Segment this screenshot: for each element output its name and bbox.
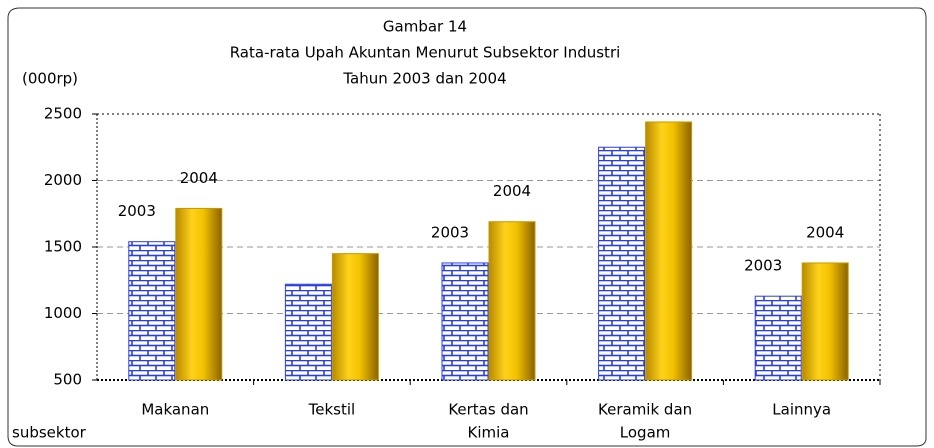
y-tick-label: 1000	[44, 304, 82, 322]
x-tick-label: Keramik dan	[598, 401, 692, 419]
x-tick-label: Kertas dan	[448, 401, 528, 419]
chart-title: Gambar 14	[383, 18, 467, 36]
x-axis-label: subsektor	[12, 424, 87, 442]
series-label: 2004	[806, 223, 844, 241]
x-tick-label: Tekstil	[308, 401, 356, 419]
bar	[754, 295, 802, 381]
series-label: 2004	[493, 182, 531, 200]
bar	[801, 262, 849, 381]
series-label: 2003	[431, 223, 469, 241]
bar	[284, 283, 332, 381]
bar	[175, 207, 223, 381]
bar	[645, 121, 693, 381]
bar	[128, 241, 176, 381]
bar	[488, 221, 536, 381]
series-label: 2003	[118, 202, 156, 220]
y-axis-label: (000rp)	[22, 70, 78, 88]
series-label: 2003	[744, 257, 782, 275]
x-tick-label: Lainnya	[772, 401, 831, 419]
chart-title: Rata-rata Upah Akuntan Menurut Subsektor…	[230, 44, 621, 62]
x-tick-label: Makanan	[141, 401, 209, 419]
bar	[598, 146, 646, 381]
y-tick-label: 1500	[44, 238, 82, 256]
frame	[7, 7, 927, 447]
x-tick-label: Logam	[620, 424, 671, 442]
y-tick-label: 500	[53, 371, 82, 389]
y-tick-label: 2500	[44, 105, 82, 123]
chart-title: Tahun 2003 dan 2004	[342, 70, 506, 88]
y-tick-label: 2000	[44, 171, 82, 189]
x-tick-label: Kimia	[468, 424, 510, 442]
series-label: 2004	[180, 169, 218, 187]
bar	[441, 262, 489, 381]
bar	[331, 253, 379, 381]
